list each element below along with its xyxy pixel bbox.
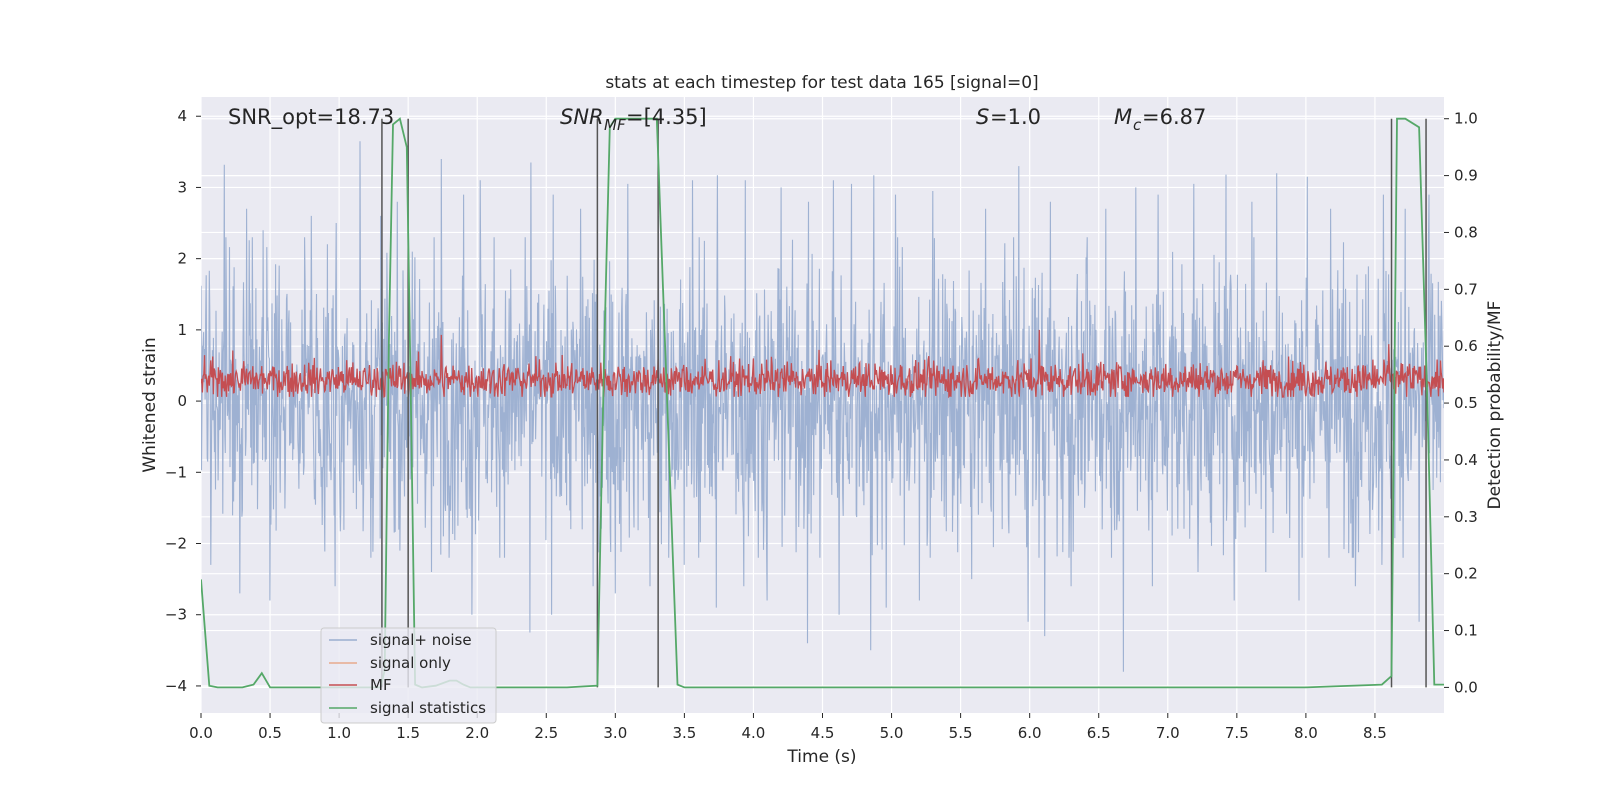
annotation-s: S =1.0 (976, 105, 1041, 129)
x-tick-label: 5.0 (880, 724, 904, 742)
x-tick-label: 7.5 (1225, 724, 1249, 742)
x-tick-label: 7.0 (1156, 724, 1180, 742)
x-tick-label: 6.5 (1087, 724, 1111, 742)
legend: signal+ noise signal only MF signal stat… (320, 627, 497, 724)
x-tick-label: 4.5 (811, 724, 835, 742)
legend-label-signal-statistics: signal statistics (370, 699, 486, 717)
y-left-tick-label: 3 (177, 178, 187, 196)
y-right-tick-label: 0.2 (1454, 565, 1478, 583)
y-right-tick-label: 0.7 (1454, 280, 1478, 298)
x-tick-label: 3.5 (672, 724, 696, 742)
annotation-snr-mf-subscript: MF (604, 116, 626, 134)
y-left-tick-label: 4 (177, 107, 187, 125)
x-axis-label: Time (s) (786, 747, 856, 767)
annotation-s-value: =1.0 (990, 105, 1041, 129)
annotation-snr-mf-value: =[4.35] (626, 105, 707, 129)
x-tick-label: 0.5 (258, 724, 282, 742)
annotation-mc-symbol: M (1114, 105, 1132, 129)
legend-label-mf: MF (370, 676, 392, 694)
y-right-tick-label: 0.5 (1454, 394, 1478, 412)
y-left-tick-label: 2 (177, 250, 187, 268)
y-right-tick-label: 1.0 (1454, 110, 1478, 128)
x-tick-label: 1.0 (327, 724, 351, 742)
y-axis-left-ticks: 4 3 2 1 0 −1 −2 −3 −4 (165, 107, 201, 695)
x-tick-label: 3.0 (603, 724, 627, 742)
x-tick-label: 8.5 (1363, 724, 1387, 742)
x-tick-label: 2.5 (534, 724, 558, 742)
y-axis-left-label: Whitened strain (140, 337, 160, 472)
y-right-tick-label: 0.3 (1454, 508, 1478, 526)
y-left-tick-label: 1 (177, 321, 187, 339)
y-left-tick-label: −1 (165, 463, 187, 481)
legend-label-signal-noise: signal+ noise (370, 631, 472, 649)
y-left-tick-label: −4 (165, 677, 187, 695)
annotation-snr-opt: SNR_opt=18.73 (228, 105, 394, 130)
annotation-snr-mf-symbol: SNR (560, 105, 604, 129)
x-tick-label: 1.5 (396, 724, 420, 742)
y-right-tick-label: 0.1 (1454, 622, 1478, 640)
x-tick-label: 0.0 (189, 724, 213, 742)
y-left-tick-label: 0 (177, 392, 187, 410)
y-left-tick-label: −3 (165, 606, 187, 624)
grid-lines (200, 97, 1444, 713)
x-axis-ticks: 0.0 0.5 1.0 1.5 2.0 2.5 3.0 3.5 4.0 4.5 5.0 5.5 6.0 6… (189, 713, 1387, 742)
y-right-tick-label: 0.8 (1454, 223, 1478, 241)
annotation-mc: M c =6.87 (1114, 105, 1206, 134)
y-axis-right-ticks: 1.0 0.9 0.8 0.7 0.6 0.5 0.4 0.3 0.2 0.1 0.0 (1444, 110, 1478, 696)
x-tick-label: 8.0 (1294, 724, 1318, 742)
y-right-tick-label: 0.4 (1454, 451, 1478, 469)
legend-box (320, 627, 497, 724)
y-right-tick-label: 0.0 (1454, 678, 1478, 696)
annotation-mc-value: =6.87 (1142, 105, 1206, 129)
x-tick-label: 6.0 (1018, 724, 1042, 742)
y-axis-right-label: Detection probability/MF (1485, 301, 1505, 510)
annotation-s-symbol: S (976, 105, 989, 129)
legend-label-signal-only: signal only (370, 654, 451, 672)
annotation-snr-mf: SNR MF =[4.35] (560, 105, 707, 134)
x-tick-label: 2.0 (465, 724, 489, 742)
annotation-mc-subscript: c (1133, 116, 1142, 134)
y-right-tick-label: 0.6 (1454, 337, 1478, 355)
y-right-tick-label: 0.9 (1454, 167, 1478, 185)
y-left-tick-label: −2 (165, 535, 187, 553)
x-tick-label: 5.5 (949, 724, 973, 742)
chart-title: stats at each timestep for test data 165… (605, 73, 1038, 93)
x-tick-label: 4.0 (742, 724, 766, 742)
